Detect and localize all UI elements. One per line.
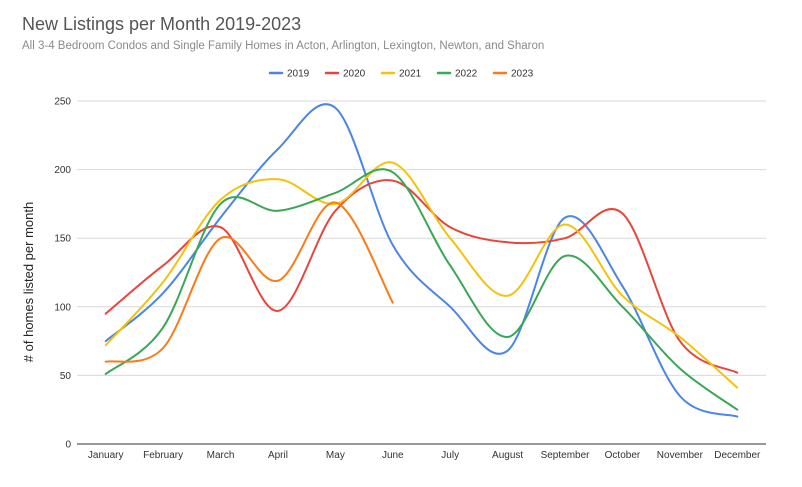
x-tick-label: January	[88, 450, 124, 461]
y-tick-label: 250	[54, 97, 71, 108]
x-axis-ticks: January February March April May June July Augu…	[88, 450, 761, 461]
series-line-2021	[104, 161, 739, 389]
x-tick-label: November	[657, 450, 704, 461]
legend-label-2022[interactable]: 2022	[455, 69, 478, 80]
series-lines	[104, 103, 739, 418]
series-line-2019	[104, 103, 739, 418]
x-tick-label: June	[382, 450, 404, 461]
x-tick-label: July	[441, 450, 459, 461]
legend[interactable]: 2019 2020 2021 2022 2023	[268, 69, 534, 80]
x-tick-label: December	[714, 450, 761, 461]
y-axis-ticks: 0 50 100 150 200 250	[54, 97, 71, 451]
y-tick-label: 200	[54, 165, 71, 176]
legend-label-2023[interactable]: 2023	[511, 69, 534, 80]
gridlines	[77, 100, 766, 445]
x-tick-label: March	[207, 450, 235, 461]
x-tick-label: September	[541, 450, 591, 461]
y-tick-label: 100	[54, 302, 71, 313]
legend-label-2019[interactable]: 2019	[287, 69, 310, 80]
y-tick-label: 50	[60, 371, 72, 382]
x-tick-label: April	[268, 450, 288, 461]
series-line-2022	[104, 168, 739, 411]
x-tick-label: February	[143, 450, 183, 461]
x-tick-label: October	[605, 450, 641, 461]
chart-subtitle: All 3-4 Bedroom Condos and Single Family…	[22, 40, 545, 52]
legend-label-2021[interactable]: 2021	[399, 69, 422, 80]
series-line-2023	[104, 201, 394, 363]
legend-label-2020[interactable]: 2020	[343, 69, 366, 80]
chart-title: New Listings per Month 2019-2023	[22, 14, 302, 34]
y-tick-label: 150	[54, 234, 71, 245]
series-line-2020	[104, 179, 739, 374]
x-tick-label: May	[326, 450, 345, 461]
y-axis-label: # of homes listed per month	[21, 202, 36, 362]
y-tick-label: 0	[65, 440, 71, 451]
x-tick-label: August	[492, 450, 523, 461]
